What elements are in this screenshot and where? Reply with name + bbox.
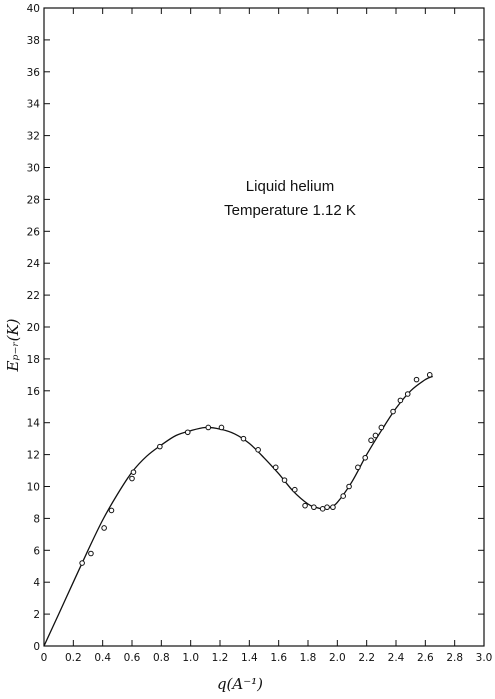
data-point bbox=[346, 483, 352, 490]
x-tick-label: 3.0 bbox=[476, 652, 493, 664]
x-tick-label: 2.6 bbox=[417, 652, 434, 664]
data-point bbox=[79, 560, 85, 566]
data-point bbox=[390, 408, 396, 415]
plot-frame bbox=[43, 7, 485, 647]
x-tick-label: 2.0 bbox=[329, 652, 346, 664]
y-tick-label: 20 bbox=[27, 322, 40, 334]
data-point bbox=[404, 391, 411, 397]
data-point bbox=[368, 437, 374, 444]
y-tick-label: 6 bbox=[33, 545, 40, 557]
x-tick-label: 2.8 bbox=[446, 652, 463, 664]
y-tick-label: 30 bbox=[27, 163, 40, 175]
axes-group bbox=[43, 7, 485, 647]
data-point bbox=[340, 493, 347, 499]
y-tick-label: 18 bbox=[27, 354, 40, 366]
data-point bbox=[292, 486, 298, 493]
x-tick-label: 0 bbox=[41, 652, 48, 664]
data-point bbox=[129, 475, 135, 482]
data-point bbox=[302, 502, 308, 509]
data-point bbox=[311, 504, 317, 511]
y-tick-label: 12 bbox=[27, 450, 40, 462]
y-tick-label: 4 bbox=[33, 577, 40, 589]
curve-group bbox=[43, 375, 433, 647]
x-tick-label: 1.2 bbox=[212, 652, 229, 664]
y-tick-label: 10 bbox=[27, 482, 40, 494]
data-point bbox=[324, 504, 330, 511]
y-tick-label: 22 bbox=[27, 290, 40, 302]
x-tick-label: 2.2 bbox=[358, 652, 375, 664]
x-tick-label: 2.4 bbox=[388, 652, 405, 664]
y-tick-label: 24 bbox=[27, 258, 41, 270]
fit-curve bbox=[43, 375, 433, 647]
annotation-line-2: Temperature 1.12 K bbox=[224, 202, 356, 219]
y-tick-label: 36 bbox=[27, 67, 41, 79]
data-point bbox=[355, 464, 361, 471]
y-tick-label: 26 bbox=[27, 226, 41, 238]
y-tick-label: 28 bbox=[27, 194, 40, 206]
x-tick-label: 0.4 bbox=[94, 652, 111, 664]
x-tick-label: 1.4 bbox=[241, 652, 258, 664]
data-point bbox=[255, 447, 261, 453]
data-point bbox=[378, 424, 385, 431]
data-point bbox=[218, 424, 225, 431]
data-point bbox=[330, 504, 336, 511]
y-tick-label: 14 bbox=[27, 418, 41, 430]
data-point bbox=[157, 443, 163, 450]
data-point bbox=[184, 429, 191, 436]
data-point bbox=[413, 376, 420, 383]
y-tick-label: 2 bbox=[33, 609, 40, 621]
data-point bbox=[88, 550, 94, 557]
ticks-group: 0 0.2 0.4 0.6 0.8 1.0 1.2 1.4 1.6 1.8 2.0 2.2 2.4 2.6… bbox=[27, 3, 493, 664]
data-point bbox=[108, 507, 115, 514]
y-tick-label: 8 bbox=[33, 513, 40, 525]
data-point bbox=[205, 424, 212, 431]
y-tick-label: 0 bbox=[33, 641, 40, 653]
data-points-group bbox=[79, 372, 433, 566]
data-point bbox=[281, 477, 288, 483]
x-tick-label: 1.6 bbox=[270, 652, 287, 664]
annotation-line-1: Liquid helium bbox=[246, 178, 334, 195]
y-tick-label: 34 bbox=[27, 99, 41, 111]
data-point bbox=[130, 469, 137, 475]
data-point bbox=[372, 432, 379, 439]
data-point bbox=[101, 525, 107, 531]
x-axis-title: q(A⁻¹) bbox=[217, 675, 263, 693]
x-tick-label: 1.0 bbox=[182, 652, 199, 664]
data-point bbox=[362, 454, 369, 461]
data-point bbox=[240, 435, 247, 442]
y-tick-label: 38 bbox=[27, 35, 40, 47]
data-point bbox=[397, 397, 404, 404]
y-axis-title: Eₚ₋ᵣ(K) bbox=[4, 318, 22, 372]
y-tick-label: 16 bbox=[27, 386, 41, 398]
x-tick-label: 0.8 bbox=[153, 652, 170, 664]
data-point bbox=[426, 372, 433, 378]
y-tick-label: 32 bbox=[27, 131, 40, 143]
y-tick-label: 40 bbox=[27, 3, 40, 15]
x-tick-label: 0.2 bbox=[65, 652, 82, 664]
x-tick-label: 0.6 bbox=[124, 652, 141, 664]
x-tick-label: 1.8 bbox=[300, 652, 317, 664]
data-point bbox=[272, 464, 279, 471]
